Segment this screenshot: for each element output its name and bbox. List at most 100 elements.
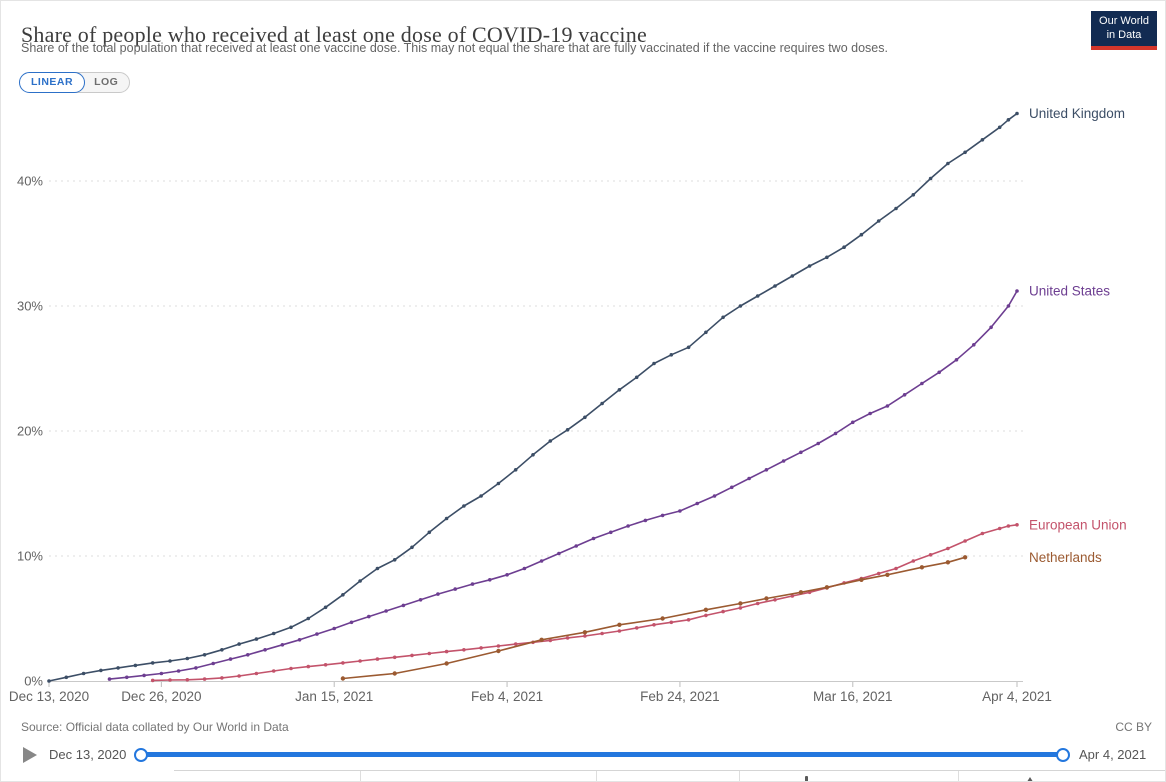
data-point-european-union bbox=[634, 626, 639, 630]
data-point-european-union bbox=[928, 553, 933, 557]
series-label-united-kingdom[interactable]: United Kingdom bbox=[1029, 106, 1125, 121]
data-point-united-kingdom bbox=[133, 663, 138, 668]
data-point-united-kingdom bbox=[963, 150, 967, 155]
data-point-united-states bbox=[972, 343, 976, 347]
data-point-european-union bbox=[479, 646, 483, 650]
bottom-tab[interactable] bbox=[361, 771, 597, 781]
series-label-netherlands[interactable]: Netherlands bbox=[1029, 550, 1102, 565]
data-point-european-union bbox=[254, 671, 259, 676]
x-tick-label: Mar 16, 2021 bbox=[813, 689, 893, 704]
data-point-united-states bbox=[332, 626, 337, 631]
linear-scale-button[interactable]: LINEAR bbox=[19, 72, 86, 93]
series-label-european-union[interactable]: European Union bbox=[1029, 517, 1127, 532]
data-point-european-union bbox=[721, 609, 725, 614]
x-tick-label: Apr 4, 2021 bbox=[982, 689, 1052, 704]
data-point-european-union bbox=[963, 539, 967, 543]
data-point-united-kingdom bbox=[513, 468, 518, 472]
play-icon[interactable] bbox=[23, 747, 37, 763]
data-point-united-kingdom bbox=[168, 659, 172, 663]
data-point-united-states bbox=[799, 450, 803, 455]
bottom-tab-bar bbox=[174, 770, 1165, 781]
data-point-european-union bbox=[790, 594, 795, 598]
data-point-united-kingdom bbox=[755, 294, 760, 298]
chart-line-european-union bbox=[151, 524, 1018, 682]
bottom-tab[interactable] bbox=[174, 771, 361, 781]
data-point-netherlands bbox=[392, 671, 397, 676]
timeline-handle-start[interactable] bbox=[134, 748, 148, 762]
data-point-united-kingdom bbox=[859, 232, 864, 237]
data-point-united-states bbox=[315, 632, 319, 636]
chart-line-united-kingdom bbox=[48, 112, 1018, 682]
data-point-united-states bbox=[695, 501, 699, 506]
data-point-united-states bbox=[418, 598, 423, 602]
data-point-united-kingdom bbox=[704, 330, 708, 335]
data-point-united-states bbox=[868, 411, 872, 416]
data-point-united-kingdom bbox=[64, 675, 69, 680]
data-point-european-union bbox=[583, 634, 587, 638]
data-point-united-states bbox=[730, 485, 734, 490]
data-point-united-states bbox=[678, 509, 682, 513]
bottom-tab[interactable] bbox=[959, 771, 1165, 781]
data-point-netherlands bbox=[738, 601, 743, 606]
data-point-european-union bbox=[704, 613, 708, 618]
data-point-united-kingdom bbox=[410, 545, 414, 550]
data-point-united-states bbox=[937, 370, 941, 375]
bottom-tab[interactable] bbox=[597, 771, 740, 781]
data-point-united-kingdom bbox=[323, 605, 328, 610]
y-tick-label: 0% bbox=[24, 674, 43, 689]
data-point-european-union bbox=[168, 678, 172, 682]
data-point-netherlands bbox=[824, 585, 830, 590]
license-link[interactable]: CC BY bbox=[1115, 720, 1152, 734]
data-point-united-states bbox=[384, 609, 388, 613]
data-point-united-kingdom bbox=[928, 176, 933, 181]
x-tick-label: Dec 13, 2020 bbox=[9, 689, 89, 704]
data-point-united-states bbox=[194, 666, 198, 670]
data-point-european-union bbox=[289, 666, 293, 671]
bottom-tab[interactable] bbox=[740, 771, 959, 781]
data-point-united-kingdom bbox=[583, 415, 587, 420]
log-scale-button[interactable]: LOG bbox=[75, 72, 131, 93]
timeline-handle-end[interactable] bbox=[1056, 748, 1070, 762]
data-point-european-union bbox=[271, 669, 276, 673]
data-point-united-kingdom bbox=[375, 566, 380, 571]
data-point-european-union bbox=[513, 642, 518, 646]
data-point-united-states bbox=[816, 441, 820, 446]
data-point-european-union bbox=[341, 661, 345, 665]
data-point-united-states bbox=[989, 325, 993, 330]
data-point-united-kingdom bbox=[997, 125, 1002, 130]
data-point-united-states bbox=[902, 393, 907, 397]
data-point-united-kingdom bbox=[946, 161, 950, 166]
data-point-european-union bbox=[997, 526, 1002, 531]
series-label-united-states[interactable]: United States bbox=[1029, 284, 1110, 299]
x-tick-label: Feb 24, 2021 bbox=[640, 689, 720, 704]
data-point-european-union bbox=[773, 598, 777, 602]
data-point-united-states bbox=[349, 620, 354, 625]
data-point-united-states bbox=[125, 675, 129, 680]
data-point-netherlands bbox=[340, 676, 346, 681]
timeline-start-date: Dec 13, 2020 bbox=[49, 747, 127, 762]
data-point-united-kingdom bbox=[306, 616, 311, 621]
y-tick-label: 20% bbox=[17, 424, 43, 439]
data-point-netherlands bbox=[885, 572, 890, 577]
data-point-european-union bbox=[444, 649, 449, 654]
data-point-united-kingdom bbox=[669, 353, 674, 357]
owid-logo[interactable]: Our World in Data bbox=[1091, 11, 1157, 50]
data-point-united-states bbox=[643, 518, 648, 523]
timeline-slider[interactable] bbox=[141, 752, 1063, 757]
data-point-united-states bbox=[159, 671, 164, 676]
data-point-united-states bbox=[1006, 304, 1011, 308]
data-point-european-union bbox=[220, 676, 224, 680]
data-point-united-states bbox=[920, 381, 924, 386]
data-point-united-kingdom bbox=[289, 625, 293, 630]
data-point-netherlands bbox=[919, 565, 925, 570]
data-point-european-union bbox=[565, 636, 570, 640]
data-point-united-kingdom bbox=[617, 388, 622, 392]
scale-toggle: LINEAR LOG bbox=[19, 72, 131, 93]
data-point-european-union bbox=[617, 629, 622, 633]
data-point-united-states bbox=[851, 420, 855, 425]
data-point-united-states bbox=[712, 494, 717, 498]
data-point-european-union bbox=[1006, 524, 1011, 528]
data-point-european-union bbox=[150, 678, 155, 683]
data-point-united-kingdom bbox=[358, 579, 362, 583]
data-point-united-states bbox=[954, 358, 959, 362]
